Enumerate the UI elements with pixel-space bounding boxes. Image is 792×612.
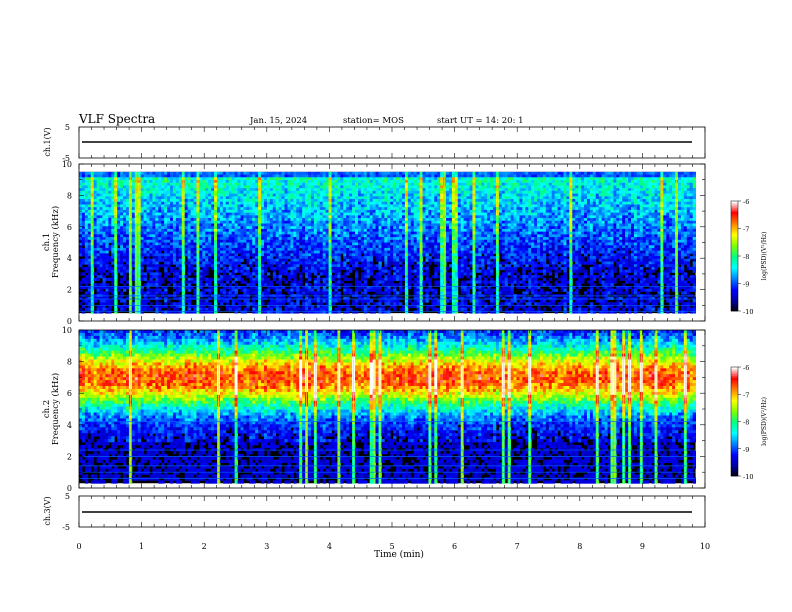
ch1-colorbar: -6 -7 -8 -9 -10 log(PSD)(V²/Hz)	[730, 198, 768, 316]
colorbar-tick-label: -8	[743, 419, 749, 427]
ch1-frequency-label: Frequency (kHz)	[50, 206, 61, 278]
ch1-voltage-panel: 5 -5 ch.1(V)	[43, 123, 706, 163]
time-axis-tick-labels: 0 1 2 3 4 5 6 7 8 9 10	[76, 542, 710, 551]
time-tick-label: 5	[389, 542, 394, 551]
time-tick-label: 7	[515, 542, 520, 551]
time-tick-label: 4	[327, 542, 332, 551]
colorbar-tick-label: -10	[743, 473, 753, 481]
time-tick-label: 6	[452, 542, 457, 551]
ch3-ytick-5: 5	[65, 492, 70, 501]
colorbar-tick-label: -10	[743, 308, 753, 316]
time-tick-label: 0	[76, 542, 81, 551]
ch1-voltage-ylabel: ch.1(V)	[43, 127, 52, 156]
ch1-ytick-5: 5	[65, 123, 70, 132]
ch3-ytick-neg5: -5	[62, 523, 70, 532]
freq-tick-label: 8	[67, 358, 72, 367]
colorbar-label: log(PSD)(V²/Hz)	[761, 232, 768, 281]
figure-station: station= MOS	[343, 116, 404, 126]
freq-tick-label: 0	[67, 317, 72, 326]
ch2-colorbar: -6 -7 -8 -9 -10 log(PSD)(V²/Hz)	[730, 364, 768, 481]
ch1-freq-yticks: 0 2 4 6 8 10	[62, 160, 705, 326]
colorbar-tick-label: -9	[743, 446, 749, 454]
ch2-spectrogram-panel: 0 2 4 6 8 10 ch.2 Frequency (kHz) -6 -7 -8 -9 -10…	[42, 326, 768, 493]
time-tick-label: 3	[264, 542, 269, 551]
ch2-channel-label: ch.2	[42, 400, 52, 418]
colorbar-tick-label: -6	[743, 364, 749, 372]
ch1-spec-xticks	[78, 164, 706, 321]
ch1-spectrogram-panel: 0 2 4 6 8 10 ch.1 Frequency (kHz) -6 -7 -8 -9 -10…	[42, 160, 768, 326]
ch2-spectrogram-image	[79, 330, 705, 488]
freq-tick-label: 10	[62, 160, 72, 169]
time-tick-label: 10	[700, 542, 710, 551]
ch3-voltage-panel: 5 -5 ch.3(V) 0 1 2 3 4 5 6 7 8 9 10 Time (min)	[43, 492, 710, 560]
colorbar-tick-label: -8	[743, 253, 749, 261]
colorbar-tick-label: -9	[743, 281, 749, 289]
freq-tick-label: 2	[67, 452, 72, 461]
time-tick-label: 9	[640, 542, 645, 551]
time-tick-label: 2	[202, 542, 207, 551]
figure-start-time: start UT = 14: 20: 1	[437, 116, 524, 126]
ch2-freq-yticks: 0 2 4 6 8 10	[62, 326, 705, 493]
freq-tick-label: 6	[67, 389, 72, 398]
ch3-voltage-ylabel: ch.3(V)	[43, 496, 52, 525]
colorbar-tick-label: -6	[743, 198, 749, 206]
freq-tick-label: 8	[67, 191, 72, 200]
freq-tick-label: 0	[67, 484, 72, 493]
time-tick-label: 1	[139, 542, 144, 551]
colorbar-label: log(PSD)(V²/Hz)	[761, 397, 768, 446]
colorbar-tick-label: -7	[743, 226, 749, 234]
freq-tick-label: 4	[67, 421, 72, 430]
ch1-xticks	[78, 127, 706, 158]
colorbar-tick-label: -7	[743, 391, 749, 399]
ch1-ytick-neg5: -5	[62, 154, 70, 163]
ch1-spectrogram-image	[79, 164, 705, 321]
freq-tick-label: 2	[67, 286, 72, 295]
freq-tick-label: 6	[67, 223, 72, 232]
time-tick-label: 8	[577, 542, 582, 551]
freq-tick-label: 4	[67, 254, 72, 263]
figure-date: Jan. 15, 2024	[249, 116, 307, 126]
figure-title: VLF Spectra	[78, 112, 155, 126]
freq-tick-label: 10	[62, 326, 72, 335]
ch3-xticks	[78, 496, 706, 527]
ch2-spec-xticks	[78, 330, 706, 488]
ch1-channel-label: ch.1	[42, 233, 52, 251]
time-axis-label: Time (min)	[374, 549, 424, 560]
ch2-frequency-label: Frequency (kHz)	[50, 373, 61, 445]
